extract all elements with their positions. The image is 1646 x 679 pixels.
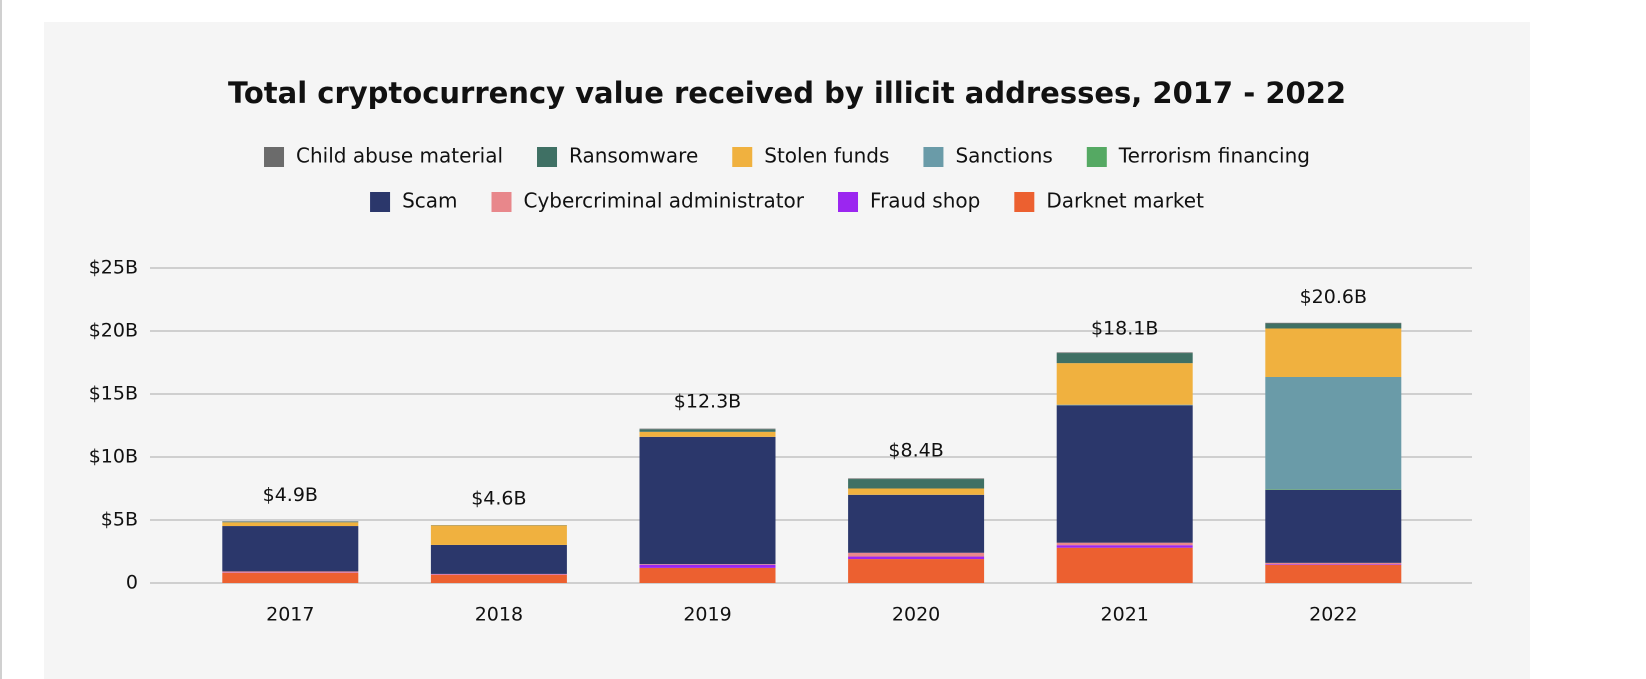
- bar-segment: [848, 559, 985, 583]
- total-label: $4.6B: [471, 488, 526, 510]
- legend-swatch: [491, 192, 512, 212]
- y-tick-label: $20B: [89, 320, 138, 342]
- bar-segment: [430, 574, 567, 583]
- bar-segment: [222, 522, 359, 527]
- bar-segment: [848, 479, 985, 489]
- legend-swatch: [923, 147, 944, 167]
- total-label: $12.3B: [674, 391, 741, 413]
- bar-segment: [222, 521, 359, 523]
- bar-segment: [848, 556, 985, 560]
- bar-segment: [1056, 352, 1193, 354]
- legend-label: Stolen funds: [764, 144, 889, 168]
- bar-segment: [639, 428, 776, 430]
- x-tick-label: 2017: [266, 604, 314, 626]
- y-tick-label: 0: [126, 572, 138, 594]
- total-label: $8.4B: [888, 440, 943, 462]
- legend-label: Ransomware: [569, 144, 698, 168]
- x-tick-label: 2021: [1101, 604, 1149, 626]
- bar-segment: [1265, 489, 1402, 563]
- bar-segment: [848, 478, 985, 480]
- bar-segment: [222, 572, 359, 583]
- bar-segment: [1265, 562, 1402, 565]
- bar-segment: [1265, 376, 1402, 490]
- x-tick-label: 2018: [475, 604, 523, 626]
- chart-title: Total cryptocurrency value received by i…: [228, 76, 1346, 110]
- bar-segment: [639, 567, 776, 583]
- bar-segment: [1056, 547, 1193, 583]
- frame-edge: [0, 0, 2, 679]
- bar-segment: [848, 552, 985, 557]
- legend-swatch: [537, 147, 558, 167]
- bar-segment: [639, 431, 776, 437]
- bar-segment: [222, 571, 359, 573]
- bar-segment: [1265, 489, 1402, 490]
- total-label: $20.6B: [1300, 286, 1367, 308]
- y-tick-label: $5B: [101, 509, 138, 531]
- legend-label: Scam: [402, 189, 457, 213]
- legend-label: Sanctions: [955, 144, 1052, 168]
- total-label: $18.1B: [1091, 317, 1158, 339]
- bar-segment: [430, 544, 567, 574]
- y-tick-label: $10B: [89, 446, 138, 468]
- y-tick-label: $15B: [89, 383, 138, 405]
- legend-swatch: [732, 147, 753, 167]
- bar-segment: [1056, 542, 1193, 546]
- bar-segment: [1056, 404, 1193, 406]
- bar-segment: [430, 525, 567, 545]
- legend-label: Fraud shop: [870, 189, 980, 213]
- x-tick-label: 2020: [892, 604, 940, 626]
- bar-segment: [848, 494, 985, 553]
- bar-segment: [430, 573, 567, 575]
- bar-segment: [222, 526, 359, 572]
- legend-label: Cybercriminal administrator: [524, 189, 805, 213]
- bar-segment: [1265, 328, 1402, 377]
- bar-segment: [639, 564, 776, 568]
- x-tick-label: 2022: [1309, 604, 1357, 626]
- bar-segment: [639, 564, 776, 565]
- y-tick-label: $25B: [89, 257, 138, 279]
- bar-segment: [639, 436, 776, 565]
- bar-segment: [1056, 353, 1193, 364]
- legend-label: Darknet market: [1046, 189, 1204, 213]
- bar-segment: [1056, 363, 1193, 405]
- legend-swatch: [1014, 192, 1035, 212]
- bar-segment: [639, 429, 776, 432]
- bar-segment: [1265, 322, 1402, 324]
- legend-label: Terrorism financing: [1118, 144, 1310, 168]
- legend-swatch: [370, 192, 391, 212]
- bar-segment: [1265, 323, 1402, 329]
- legend-label: Child abuse material: [296, 144, 503, 168]
- bar-segment: [1265, 564, 1402, 565]
- x-tick-label: 2019: [683, 604, 731, 626]
- total-label: $4.9B: [263, 484, 318, 506]
- bar-segment: [1056, 405, 1193, 543]
- legend-swatch: [838, 192, 859, 212]
- legend-swatch: [264, 147, 285, 167]
- bar-segment: [1056, 545, 1193, 548]
- legend-swatch: [1086, 147, 1107, 167]
- bar-segment: [1265, 564, 1402, 583]
- bar-segment: [848, 488, 985, 495]
